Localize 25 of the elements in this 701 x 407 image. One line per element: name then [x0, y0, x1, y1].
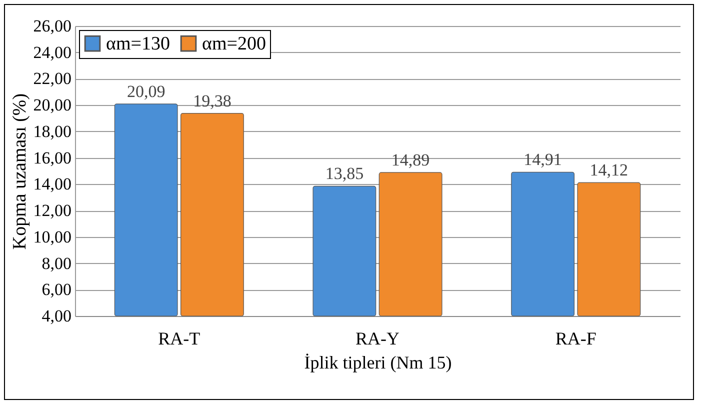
y-tick-label: 20,00	[33, 96, 72, 115]
x-tick-label: RA-Y	[356, 328, 400, 348]
data-label: 13,85	[325, 164, 364, 184]
x-axis-title: İplik tipleri (Nm 15)	[304, 352, 452, 372]
data-label: 14,89	[391, 150, 430, 170]
data-label: 20,09	[126, 82, 166, 101]
y-tick-label: 14,00	[33, 174, 72, 194]
legend-label: αm=200	[202, 34, 266, 55]
y-axis-title: Kopma uzaması (%)	[9, 93, 30, 250]
x-tick-label: RA-F	[555, 328, 596, 348]
data-label: 19,38	[193, 91, 232, 110]
y-tick-label: 6,00	[42, 280, 72, 300]
y-tick-label: 4,00	[42, 306, 72, 326]
x-tick-label: RA-T	[158, 328, 200, 348]
y-tick-label: 16,00	[33, 148, 72, 168]
y-tick-label: 8,00	[42, 254, 72, 273]
y-tick-label: 26,00	[33, 16, 72, 36]
data-label: 14,12	[590, 160, 628, 180]
y-tick-label: 12,00	[33, 201, 72, 220]
y-tick-label: 10,00	[33, 227, 72, 246]
y-tick-label: 22,00	[33, 69, 72, 88]
legend-label: αm=130	[106, 34, 170, 55]
data-label: 14,91	[524, 150, 562, 170]
y-tick-label: 18,00	[33, 122, 72, 141]
y-tick-label: 24,00	[33, 42, 72, 62]
